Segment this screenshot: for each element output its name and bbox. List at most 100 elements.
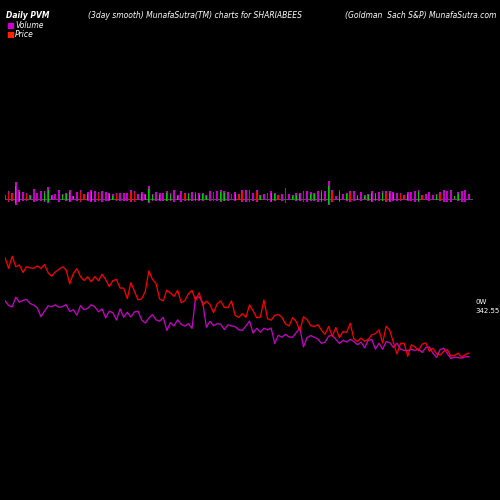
Bar xyxy=(418,192,419,198)
Bar xyxy=(256,192,257,198)
Bar xyxy=(342,195,344,198)
Bar xyxy=(263,198,265,200)
Bar xyxy=(216,192,218,198)
Bar xyxy=(436,198,438,200)
Bar xyxy=(428,192,430,198)
Bar xyxy=(422,198,423,200)
Bar xyxy=(55,195,56,198)
Bar xyxy=(130,190,132,198)
Bar xyxy=(188,198,189,200)
Bar xyxy=(360,198,362,200)
Bar xyxy=(446,198,448,202)
Bar xyxy=(98,198,100,201)
Bar xyxy=(324,198,326,202)
Bar xyxy=(302,198,304,202)
Bar xyxy=(12,198,13,200)
Bar xyxy=(328,198,330,205)
Bar xyxy=(98,194,99,198)
Bar xyxy=(19,192,20,198)
Bar xyxy=(292,198,294,200)
Bar xyxy=(378,192,380,198)
Bar xyxy=(166,193,167,198)
Bar xyxy=(76,192,78,198)
Text: 0W: 0W xyxy=(475,300,486,306)
Bar xyxy=(386,198,387,202)
Bar xyxy=(436,194,438,198)
Bar xyxy=(328,182,330,198)
Bar xyxy=(224,193,225,198)
Bar xyxy=(439,192,441,198)
Bar xyxy=(217,198,218,200)
Bar xyxy=(40,198,42,202)
Bar xyxy=(176,194,178,198)
Bar xyxy=(148,198,149,202)
Bar xyxy=(234,192,236,198)
Bar xyxy=(144,198,146,200)
Bar xyxy=(396,198,398,200)
Bar xyxy=(410,198,412,201)
Bar xyxy=(432,198,434,200)
Bar xyxy=(69,190,70,198)
Bar xyxy=(152,194,154,198)
Bar xyxy=(119,198,121,200)
Bar xyxy=(198,193,200,198)
Bar xyxy=(191,192,193,198)
Text: Price: Price xyxy=(15,30,34,39)
Bar xyxy=(303,198,304,201)
Bar xyxy=(357,196,358,198)
Bar xyxy=(292,196,293,198)
Bar xyxy=(87,192,88,198)
Bar xyxy=(374,193,376,198)
Bar xyxy=(65,193,67,198)
Bar xyxy=(400,194,401,198)
Bar xyxy=(342,198,344,200)
Bar xyxy=(220,198,221,201)
Bar xyxy=(26,194,27,198)
Bar xyxy=(116,194,117,198)
Bar xyxy=(199,198,200,200)
Bar xyxy=(346,198,348,201)
Bar xyxy=(36,198,38,201)
Bar xyxy=(464,190,466,198)
Bar xyxy=(123,193,124,198)
Bar xyxy=(432,196,434,198)
Bar xyxy=(48,198,49,203)
Bar xyxy=(109,194,110,198)
Bar xyxy=(360,198,362,202)
Bar xyxy=(468,195,469,198)
Bar xyxy=(238,196,239,198)
Bar xyxy=(199,194,200,198)
Bar xyxy=(188,193,190,198)
Bar xyxy=(181,198,182,201)
Bar xyxy=(400,193,402,198)
Bar xyxy=(418,190,420,198)
Text: Volume: Volume xyxy=(15,21,44,30)
Bar xyxy=(447,192,448,198)
Bar xyxy=(87,198,88,201)
Bar xyxy=(414,190,416,198)
Bar xyxy=(152,198,154,200)
Bar xyxy=(212,192,214,198)
Bar xyxy=(231,195,232,198)
Bar xyxy=(281,198,283,200)
Bar xyxy=(364,196,366,198)
Bar xyxy=(267,198,268,200)
Bar xyxy=(447,198,448,201)
Bar xyxy=(375,198,376,200)
Bar xyxy=(40,192,42,198)
Bar xyxy=(346,193,348,198)
Bar xyxy=(252,198,254,200)
Bar xyxy=(256,198,258,202)
Bar xyxy=(393,194,394,198)
Bar xyxy=(242,198,243,202)
Bar xyxy=(173,190,175,198)
Bar xyxy=(224,198,225,200)
Bar xyxy=(296,193,297,198)
Bar xyxy=(375,194,376,198)
Bar xyxy=(371,190,372,198)
Bar xyxy=(234,198,236,201)
Bar xyxy=(127,194,128,198)
Bar xyxy=(332,198,333,202)
Text: (Goldman  Sach S&P) MunafaSutra.com: (Goldman Sach S&P) MunafaSutra.com xyxy=(345,11,496,20)
Bar xyxy=(314,198,315,201)
